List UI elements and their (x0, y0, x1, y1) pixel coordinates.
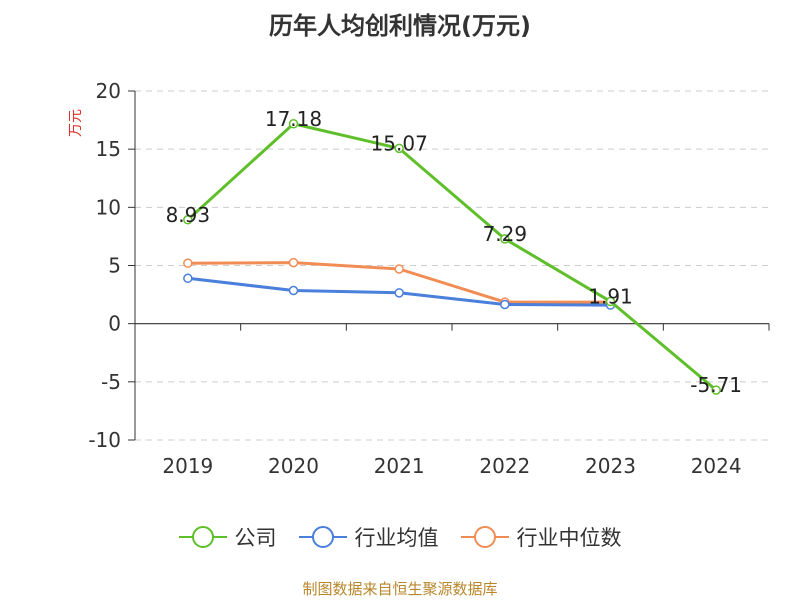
data-labels: 8.93 17.18 15.07 7.29 1.91 -5.71 (166, 107, 742, 397)
data-point (500, 234, 510, 244)
x-tick-label: 2019 (162, 454, 213, 478)
legend-marker-icon (460, 526, 509, 548)
x-tick-label: 2022 (479, 454, 530, 478)
axes: 20 15 10 5 0 -5 -10 2019 2020 2021 2022 2023 2024 万元 (68, 79, 770, 478)
x-tick-label: 2020 (268, 454, 319, 478)
data-label: 15.07 (371, 131, 428, 155)
y-axis-unit-label: 万元 (68, 109, 84, 137)
chart-title: 历年人均创利情况(万元) (269, 12, 531, 40)
legend-marker-icon (298, 526, 347, 548)
data-point (288, 257, 299, 268)
legend-label: 行业中位数 (516, 526, 622, 550)
data-source-note: 制图数据来自恒生聚源数据库 (302, 580, 498, 598)
legend-label: 公司 (234, 526, 277, 550)
y-tick-label: 0 (108, 312, 121, 336)
data-point (394, 264, 404, 274)
data-point (183, 273, 193, 284)
y-tick-label: -10 (88, 428, 121, 452)
data-point (711, 385, 721, 395)
data-point (394, 143, 404, 154)
grid-lines (135, 90, 769, 441)
x-tick-label: 2023 (585, 454, 636, 478)
legend-label: 行业均值 (354, 526, 439, 550)
x-tick-label: 2024 (691, 454, 742, 478)
data-point (288, 285, 299, 296)
legend-marker-icon (178, 526, 227, 548)
y-tick-label: 20 (96, 79, 121, 103)
y-tick-label: 15 (96, 137, 121, 161)
series-lines (183, 119, 721, 395)
legend: 公司 行业均值 行业中位数 (0, 520, 800, 554)
data-label: 1.91 (588, 284, 633, 308)
x-tick-label: 2021 (374, 454, 425, 478)
data-label: 8.93 (166, 203, 211, 227)
data-point (183, 215, 193, 225)
series-line (186, 122, 718, 392)
data-label: -5.71 (690, 373, 742, 397)
data-point (394, 288, 404, 298)
legend-item-company[interactable]: 公司 (178, 522, 277, 552)
data-point (605, 296, 616, 307)
legend-item-industry-mean[interactable]: 行业均值 (298, 522, 439, 552)
data-label: 17.18 (265, 107, 322, 131)
data-point (183, 258, 193, 268)
data-point (500, 299, 510, 310)
data-label: 7.29 (483, 222, 528, 246)
data-point (288, 119, 299, 129)
y-tick-label: 5 (108, 254, 121, 278)
y-tick-label: -5 (101, 370, 121, 394)
legend-item-industry-median[interactable]: 行业中位数 (460, 522, 622, 552)
y-tick-label: 10 (96, 195, 121, 219)
